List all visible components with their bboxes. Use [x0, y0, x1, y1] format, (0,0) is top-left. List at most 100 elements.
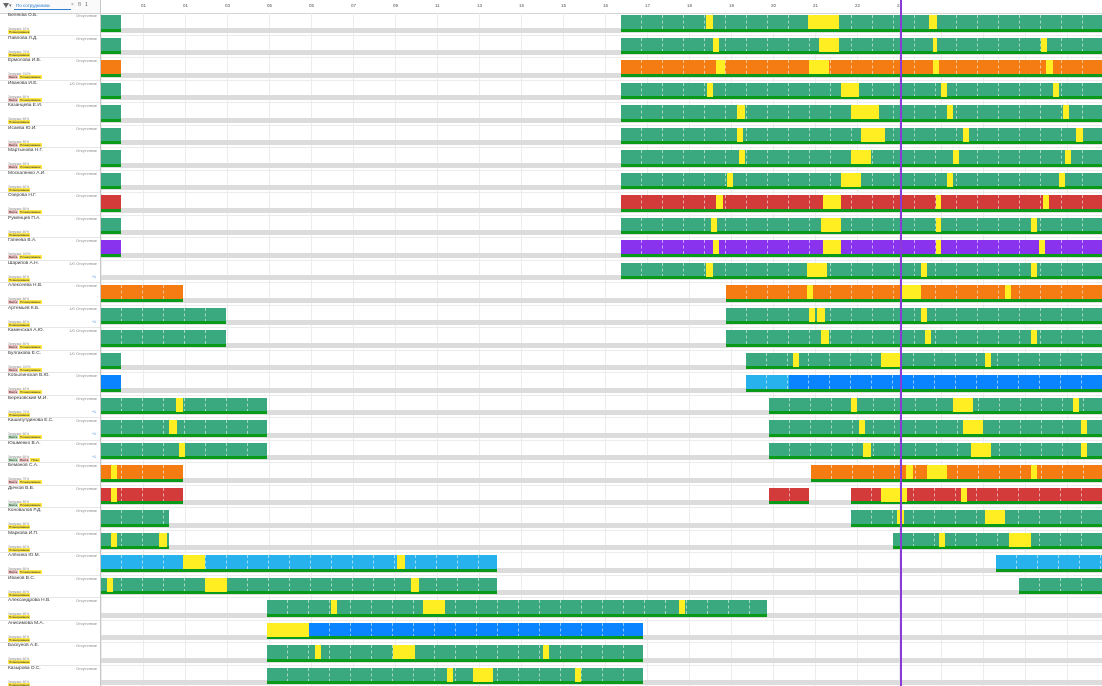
- shift-bar[interactable]: [101, 127, 121, 142]
- shift-bar[interactable]: [769, 442, 1102, 457]
- absence-marker[interactable]: [575, 667, 581, 682]
- shift-bar[interactable]: [101, 285, 183, 299]
- absence-marker[interactable]: [727, 172, 733, 187]
- absence-marker[interactable]: [901, 285, 921, 299]
- shift-bar[interactable]: [101, 510, 169, 524]
- absence-marker[interactable]: [809, 307, 815, 322]
- shift-bar[interactable]: [101, 195, 121, 209]
- absence-marker[interactable]: [1009, 532, 1031, 547]
- employee-row[interactable]: Кашапутдинова Е.С. Отсутствие Вахта Планиро…: [0, 418, 100, 441]
- absence-marker[interactable]: [851, 105, 879, 119]
- shift-bar[interactable]: [746, 375, 1102, 389]
- employee-name[interactable]: Гапеева В.А.: [8, 238, 37, 243]
- shift-bar[interactable]: [769, 487, 809, 502]
- employee-name[interactable]: Березовский М.И.: [8, 395, 48, 401]
- shift-bar[interactable]: [621, 217, 1102, 232]
- employee-row[interactable]: Алексеева Н.В. Отсутствие Вахта Планировани…: [0, 283, 100, 306]
- absence-marker[interactable]: [169, 420, 177, 434]
- employee-row[interactable]: Артемьев К.Б. 1/0 Отсутствие Планирование З…: [0, 306, 100, 328]
- absence-marker[interactable]: [707, 82, 713, 97]
- shift-bar[interactable]: [267, 645, 643, 659]
- filter-icon[interactable]: [3, 3, 9, 8]
- employee-row[interactable]: Мартынова Н.Г. Отсутствие Вахта Планировани…: [0, 148, 100, 171]
- absence-marker[interactable]: [933, 37, 937, 52]
- absence-marker[interactable]: [1031, 262, 1037, 277]
- shift-bar[interactable]: [101, 352, 121, 367]
- absence-marker[interactable]: [706, 15, 713, 29]
- absence-marker[interactable]: [807, 285, 813, 299]
- employee-row[interactable]: Березовский М.И. Отсутствие Планирование За…: [0, 395, 100, 418]
- absence-marker[interactable]: [107, 577, 113, 592]
- shift-bar[interactable]: [996, 555, 1102, 569]
- absence-marker[interactable]: [1065, 150, 1071, 164]
- filter-caret-icon[interactable]: ▾: [9, 3, 12, 9]
- shift-bar[interactable]: [811, 465, 1102, 479]
- employee-row[interactable]: Иванова И.Е. 1/0 Отсутствие Вахта Планирова…: [0, 81, 100, 103]
- employee-name[interactable]: Кобылинская В.Ю.: [8, 373, 50, 378]
- shift-bar[interactable]: [893, 532, 1102, 547]
- absence-marker[interactable]: [711, 217, 717, 232]
- shift-bar[interactable]: [101, 577, 497, 592]
- shift-bar[interactable]: [101, 420, 267, 434]
- absence-marker[interactable]: [925, 330, 931, 344]
- absence-marker[interactable]: [819, 37, 839, 52]
- shift-bar[interactable]: [101, 15, 121, 29]
- shift-bar[interactable]: [621, 172, 1102, 187]
- employee-name[interactable]: Озерова Н.Г.: [8, 193, 37, 198]
- employee-row[interactable]: Румянцев П.А. Отсутствие Планирование Загру…: [0, 215, 100, 238]
- absence-marker[interactable]: [809, 60, 829, 74]
- employee-row[interactable]: Иванов В.С. Отсутствие Планирование Загрузк…: [0, 575, 100, 598]
- absence-marker[interactable]: [1031, 217, 1037, 232]
- absence-marker[interactable]: [1005, 285, 1011, 299]
- employee-name[interactable]: Румянцев П.А.: [8, 215, 41, 221]
- absence-marker[interactable]: [927, 465, 947, 479]
- absence-marker[interactable]: [823, 195, 841, 209]
- absence-marker[interactable]: [1046, 60, 1053, 74]
- shift-bar[interactable]: [621, 262, 1102, 277]
- absence-marker[interactable]: [963, 127, 969, 142]
- shift-bar[interactable]: [101, 60, 121, 74]
- absence-marker[interactable]: [1081, 420, 1087, 434]
- employee-row[interactable]: Озерова Н.Г. Отсутствие Вахта Планирование З…: [0, 193, 100, 216]
- shift-bar[interactable]: [726, 330, 1102, 344]
- shift-bar[interactable]: [101, 217, 121, 232]
- shift-bar[interactable]: [101, 555, 497, 569]
- employee-name[interactable]: Казанцева Е.И.: [8, 103, 43, 108]
- absence-marker[interactable]: [679, 600, 685, 614]
- shift-bar[interactable]: [726, 307, 1102, 322]
- shift-bar[interactable]: [769, 397, 1102, 412]
- shift-bar[interactable]: [101, 307, 226, 322]
- employee-row[interactable]: Гапеева В.А. Отсутствие Вахта Планирование З…: [0, 238, 100, 261]
- more-link[interactable]: +1: [92, 319, 96, 324]
- absence-marker[interactable]: [841, 172, 861, 187]
- absence-marker[interactable]: [1073, 397, 1079, 412]
- absence-marker[interactable]: [921, 262, 927, 277]
- absence-marker[interactable]: [953, 397, 973, 412]
- absence-marker[interactable]: [963, 420, 983, 434]
- employee-name[interactable]: Ермолова И.В.: [8, 58, 42, 63]
- employee-name[interactable]: Алексеева Н.В.: [8, 283, 43, 288]
- shift-bar[interactable]: [267, 667, 643, 682]
- absence-marker[interactable]: [393, 645, 415, 659]
- absence-marker[interactable]: [947, 172, 953, 187]
- absence-marker[interactable]: [941, 82, 947, 97]
- absence-marker[interactable]: [929, 15, 937, 29]
- shift-bar[interactable]: [851, 510, 1102, 524]
- absence-marker[interactable]: [716, 60, 725, 74]
- employee-name[interactable]: Иванов В.С.: [8, 575, 36, 581]
- absence-marker[interactable]: [1031, 330, 1037, 344]
- employee-name[interactable]: Александрова Н.В.: [8, 598, 51, 603]
- absence-marker[interactable]: [267, 622, 309, 637]
- absence-marker[interactable]: [183, 555, 205, 569]
- employee-row[interactable]: Павлова Л.Д. Отсутствие Планирование Загруз…: [0, 36, 100, 58]
- shift-bar[interactable]: [101, 375, 121, 389]
- employee-name[interactable]: Беляєва О.Б.: [8, 13, 38, 18]
- employee-name[interactable]: Шарипов А.Н.: [8, 260, 39, 266]
- clear-icon[interactable]: ×: [71, 2, 74, 8]
- absence-marker[interactable]: [859, 420, 865, 434]
- employee-name[interactable]: Маркова И.П.: [8, 530, 39, 536]
- absence-marker[interactable]: [861, 127, 885, 142]
- employee-name[interactable]: Беманов С.А.: [8, 463, 39, 468]
- absence-marker[interactable]: [821, 330, 829, 344]
- absence-marker[interactable]: [111, 465, 117, 479]
